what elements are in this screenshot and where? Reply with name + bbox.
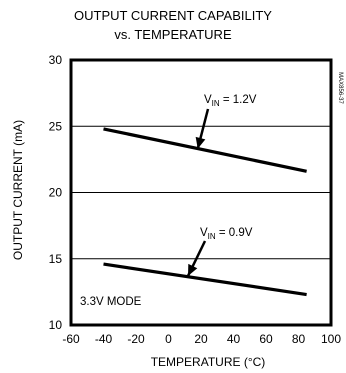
y-axis-label: OUTPUT CURRENT (mA) — [11, 120, 25, 260]
mode-label: 3.3V MODE — [80, 296, 142, 308]
grid-layer — [71, 125, 331, 260]
x-tick-label: -60 — [62, 332, 80, 346]
x-tick-label: 0 — [165, 332, 172, 346]
annotation-layer — [186, 108, 210, 277]
series-layer — [103, 127, 307, 297]
chart-title-line-1: OUTPUT CURRENT CAPABILITY — [74, 8, 272, 23]
y-tick-label: 20 — [49, 186, 63, 200]
side-code-label: MAX856-37 — [337, 72, 343, 104]
y-tick-label: 15 — [49, 252, 63, 266]
upper-leader-arrow-head — [195, 136, 206, 149]
y-tick-label: 10 — [49, 318, 63, 332]
x-tick-label: 40 — [227, 332, 241, 346]
x-axis-label: TEMPERATURE (°C) — [151, 355, 266, 369]
upper-series-label: VIN = 1.2V — [204, 94, 257, 108]
x-tick-label: 60 — [259, 332, 273, 346]
series-line-1 — [103, 127, 307, 173]
lower-series-label: VIN = 0.9V — [200, 227, 253, 241]
x-tick-label: -40 — [95, 332, 113, 346]
tick-label-layer: 10 15 20 25 30 -60 -40 -20 0 20 40 60 80 100 — [49, 53, 342, 346]
lower-leader-arrow-head — [188, 263, 198, 276]
plot-frame — [69, 58, 333, 327]
x-tick-label: 20 — [194, 332, 208, 346]
chart-title-line-2: vs. TEMPERATURE — [114, 27, 232, 42]
y-tick-label: 30 — [49, 53, 63, 67]
x-tick-label: 80 — [292, 332, 306, 346]
y-tick-label: 25 — [49, 119, 63, 133]
x-tick-label: -20 — [127, 332, 145, 346]
series-line-2 — [103, 262, 307, 297]
x-tick-label: 100 — [321, 332, 341, 346]
